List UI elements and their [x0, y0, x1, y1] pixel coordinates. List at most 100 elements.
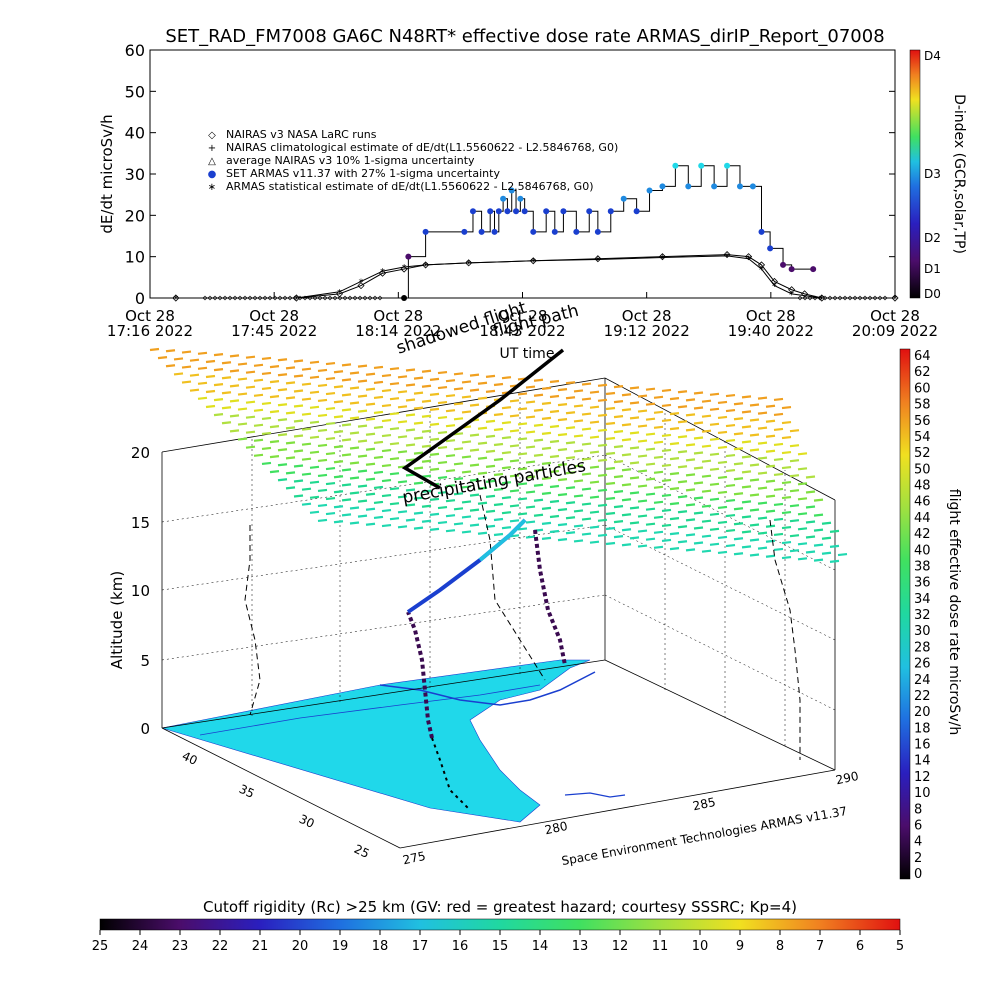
dose-rate-tick: 2: [914, 851, 922, 866]
dose-dash: [349, 386, 360, 390]
dose-dash: [429, 467, 440, 471]
dose-dash: [581, 502, 592, 506]
dose-dash: [269, 440, 280, 444]
cutoff-tick-label: 21: [252, 939, 269, 954]
dose-dash: [269, 410, 280, 414]
dose-dash: [501, 421, 512, 425]
dose-dash: [709, 527, 720, 531]
dose-dash: [589, 480, 600, 484]
dose-dash: [437, 385, 448, 390]
dose-dash: [557, 418, 568, 422]
dose-dash: [285, 456, 296, 460]
dose-rate-tick: 36: [914, 576, 931, 591]
dose-dash: [733, 447, 744, 451]
dose-dash: [429, 407, 440, 411]
dose-dash: [605, 481, 616, 486]
latitude-ticks: 40 35 30 25: [180, 749, 372, 861]
dose-dash: [197, 351, 208, 355]
baseline-point: [332, 295, 338, 301]
state-borders: [199, 684, 541, 736]
dose-dash: [253, 393, 264, 397]
series-point: [422, 228, 429, 235]
dose-dash: [629, 461, 640, 465]
dose-dash: [381, 433, 392, 438]
dose-dash: [277, 433, 288, 437]
dose-dash: [661, 493, 672, 498]
dose-dash: [693, 406, 704, 410]
dose-dash: [325, 361, 336, 366]
dose-dash: [357, 514, 368, 518]
series-point: *: [595, 256, 600, 267]
dose-dash: [733, 552, 744, 556]
dose-dash: [725, 453, 736, 458]
dose-dash: [693, 421, 704, 425]
baseline-point: [302, 295, 308, 301]
dose-dash: [365, 372, 376, 376]
series-point: [560, 208, 567, 215]
dose-dash: [525, 430, 536, 434]
dose-rate-tick: 16: [914, 738, 931, 753]
dose-dash: [741, 500, 752, 504]
dose-dash: [429, 392, 440, 396]
dose-dash: [589, 405, 600, 409]
dose-dash: [453, 417, 464, 421]
dose-dash: [509, 474, 520, 478]
dose-dash: [637, 484, 648, 488]
dose-dash: [413, 451, 424, 455]
series-point: *: [359, 277, 364, 288]
dose-dash: [373, 440, 384, 445]
dose-dash: [661, 478, 672, 483]
dose-dash: [349, 446, 360, 450]
baseline-point: [797, 295, 803, 301]
baseline-point: [852, 295, 858, 301]
dose-dash: [573, 419, 584, 423]
dose-dash: [413, 391, 424, 395]
baseline-point: [372, 295, 378, 301]
dose-dash: [397, 510, 408, 514]
dose-dash: [749, 463, 760, 467]
dose-dash: [213, 398, 224, 402]
dose-dash: [733, 537, 744, 541]
dose-dash: [461, 380, 472, 384]
dose-dash: [357, 499, 368, 503]
dose-dash: [557, 463, 568, 467]
dose-dash: [765, 464, 776, 468]
dose-dash: [725, 438, 736, 443]
dose-dash: [437, 415, 448, 420]
dose-dash: [677, 540, 688, 544]
dose-dash: [581, 397, 592, 401]
dose-dash: [573, 479, 584, 483]
dose-dash: [669, 472, 680, 476]
dose-dash: [725, 408, 736, 413]
dose-dash: [517, 497, 528, 501]
dose-dash: [685, 458, 696, 462]
dose-dash: [413, 511, 424, 515]
latitude-tick: 25: [352, 842, 372, 861]
dose-dash: [229, 369, 240, 373]
dose-dash: [469, 433, 480, 437]
baseline-point: [832, 295, 838, 301]
dose-rate-tick: 54: [914, 430, 931, 445]
dose-dash: [621, 438, 632, 442]
series-point: [633, 208, 640, 215]
legend-symbol: ●: [208, 169, 217, 180]
dose-dash: [653, 395, 664, 399]
dose-dash: [445, 484, 456, 488]
dose-dash: [317, 458, 328, 463]
dose-dash: [805, 505, 816, 509]
dose-dash: [421, 429, 432, 433]
dose-dash: [493, 412, 504, 417]
series-point: *: [531, 257, 536, 268]
series-point: [594, 228, 601, 235]
dose-dash: [509, 399, 520, 403]
dose-dash: [541, 431, 552, 435]
latitude-tick: 30: [297, 812, 317, 831]
series-point: [685, 183, 692, 190]
dose-dash: [301, 502, 312, 506]
dose-dash: [541, 476, 552, 480]
dose-dash: [821, 521, 832, 525]
dose-dash: [621, 423, 632, 427]
dose-dash: [317, 398, 328, 403]
dose-dash: [669, 412, 680, 416]
